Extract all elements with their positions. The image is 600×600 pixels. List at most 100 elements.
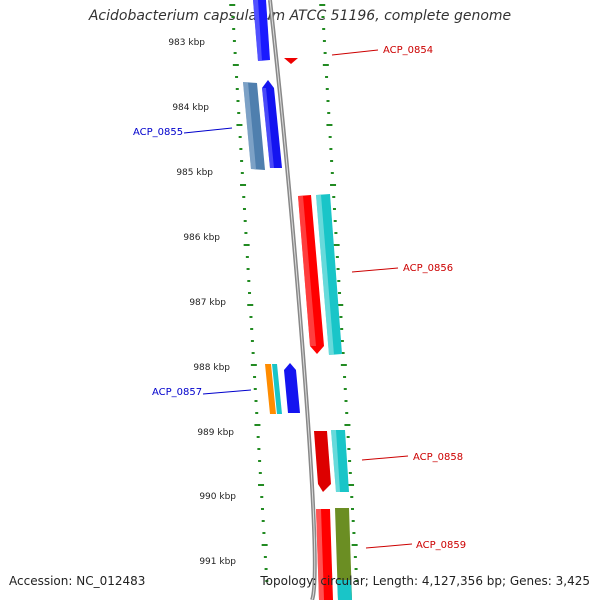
gc-left-dot (240, 172, 244, 174)
gc-left-dot (250, 328, 254, 330)
gc-left-dot (261, 544, 268, 546)
label-acp0857[interactable]: ACP_0857 (152, 387, 202, 398)
tick-label: 984 kbp (172, 103, 209, 113)
gc-left-dot (235, 88, 239, 90)
gc-left-dot (250, 364, 257, 366)
label-acp0856[interactable]: ACP_0856 (403, 263, 453, 274)
tick-label: 987 kbp (189, 298, 226, 308)
tick-label: 983 kbp (168, 38, 205, 48)
gc-right-dot (337, 304, 344, 306)
gc-right-dot (348, 460, 352, 462)
gc-left-dot (260, 496, 264, 498)
gc-dots-left (229, 4, 269, 582)
gc-left-dot (245, 256, 249, 258)
leader-acp0855 (183, 127, 233, 134)
gene-acp0859-track[interactable] (335, 508, 352, 600)
gc-right-dot (351, 544, 358, 546)
gc-left-dot (250, 340, 254, 342)
gc-left-dot (247, 304, 254, 306)
gc-right-dot (340, 364, 347, 366)
gc-left-dot (232, 28, 236, 30)
gc-left-dot (240, 184, 247, 186)
gc-left-dot (248, 292, 252, 294)
gc-left-dot (239, 148, 243, 150)
label-acp0859[interactable]: ACP_0859 (416, 540, 466, 551)
gc-right-dot (354, 568, 358, 570)
gc-left-dot (242, 208, 246, 210)
gc-left-dot (238, 136, 242, 138)
gc-left-dot (260, 508, 264, 510)
gc-right-dot (319, 4, 326, 6)
leader-acp0859 (365, 543, 413, 549)
gc-right-dot (355, 580, 359, 582)
gc-left-dot (258, 484, 265, 486)
gc-right-dot (340, 328, 344, 330)
gc-left-dot (253, 376, 257, 378)
tick-label: 989 kbp (197, 428, 234, 438)
gc-left-dot (257, 448, 261, 450)
gene-acp0857-cyan[interactable] (272, 364, 282, 414)
gene-acp0859-track-b[interactable] (337, 580, 352, 600)
leader-acp0854 (331, 49, 379, 56)
gc-right-dot (322, 64, 329, 66)
gc-right-dot (339, 316, 343, 318)
gc-left-dot (232, 64, 239, 66)
gc-left-dot (236, 100, 240, 102)
gc-right-dot (350, 508, 354, 510)
gc-left-dot (249, 316, 253, 318)
gc-left-dot (244, 232, 248, 234)
gc-right-dot (327, 112, 331, 114)
gc-left-dot (261, 520, 265, 522)
gc-right-dot (343, 388, 347, 390)
gene-acp0854-marker[interactable] (284, 58, 298, 64)
genome-summary: Topology: circular; Length: 4,127,356 bp… (260, 574, 590, 588)
gc-right-dot (333, 244, 340, 246)
gc-right-dot (333, 220, 337, 222)
label-acp0854[interactable]: ACP_0854 (383, 45, 433, 56)
gc-right-dot (346, 436, 350, 438)
tick-label: 990 kbp (199, 492, 236, 502)
gc-right-dot (348, 472, 352, 474)
gc-left-dot (254, 400, 258, 402)
gc-left-dot (243, 220, 247, 222)
gc-right-dot (321, 16, 325, 18)
label-acp0855[interactable]: ACP_0855 (133, 127, 183, 138)
leader-acp0856 (351, 267, 399, 273)
gc-left-dot (229, 4, 236, 6)
gc-left-dot (254, 424, 261, 426)
gene-acp0858[interactable] (314, 431, 331, 492)
gc-right-dot (323, 52, 327, 54)
label-acp0858[interactable]: ACP_0858 (413, 452, 463, 463)
gc-right-dot (325, 76, 329, 78)
gc-right-dot (336, 268, 340, 270)
tick-label: 985 kbp (176, 168, 213, 178)
gc-right-dot (341, 352, 345, 354)
gc-right-dot (326, 100, 330, 102)
gc-left-dot (236, 124, 243, 126)
gc-left-dot (255, 412, 259, 414)
gc-left-dot (246, 268, 250, 270)
gc-left-dot (265, 580, 269, 582)
accession-text: Accession: NC_012483 (9, 574, 146, 588)
gc-right-dot (344, 424, 351, 426)
gene-acp0857-orange[interactable] (265, 364, 276, 414)
kbp-ticks: 983 kbp 984 kbp 985 kbp 986 kbp 987 kbp 988 k… (168, 38, 236, 567)
gc-right-dot (330, 184, 337, 186)
gc-right-dot (352, 532, 356, 534)
gc-right-dot (329, 148, 333, 150)
gc-right-dot (350, 496, 354, 498)
gc-right-dot (347, 448, 351, 450)
map-title: Acidobacterium capsulatum ATCC 51196, co… (88, 8, 512, 24)
gc-right-dot (330, 160, 334, 162)
gc-left-dot (233, 52, 237, 54)
gene-acp0857[interactable] (284, 363, 300, 413)
gc-left-dot (242, 196, 246, 198)
gc-right-dot (344, 400, 348, 402)
gc-right-dot (335, 256, 339, 258)
gc-left-dot (253, 388, 257, 390)
gc-left-dot (258, 472, 262, 474)
gc-left-dot (243, 244, 250, 246)
gc-right-dot (353, 556, 357, 558)
